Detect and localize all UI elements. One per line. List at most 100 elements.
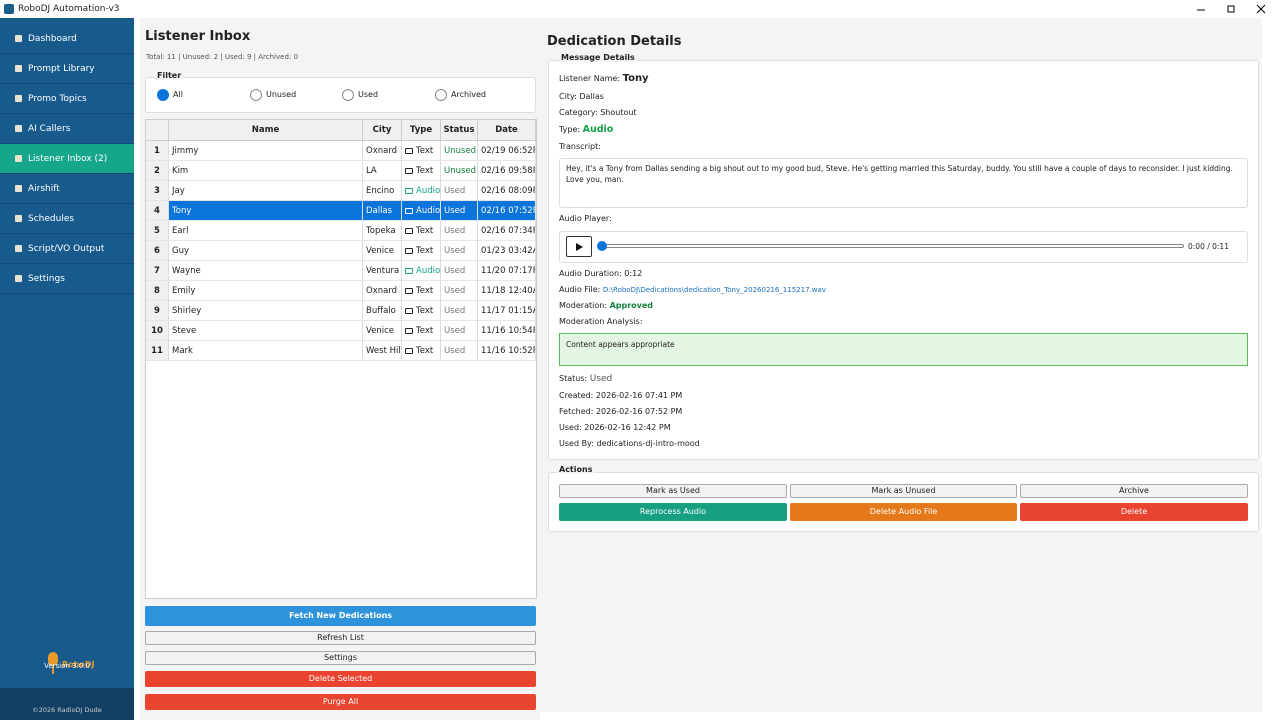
status-cell: Used (441, 221, 478, 241)
status-text: Used (444, 286, 466, 296)
nav-item[interactable]: Settings (0, 264, 134, 294)
status-text: Used (444, 346, 466, 356)
maximize-button[interactable] (1226, 4, 1236, 14)
radio-button[interactable] (342, 89, 354, 101)
actions-card (548, 472, 1259, 532)
delete-audio-button[interactable]: Delete Audio File (790, 503, 1017, 521)
num-cell: 8 (146, 281, 169, 301)
nav-item[interactable]: Script/VO Output (0, 234, 134, 264)
radio-button[interactable] (250, 89, 262, 101)
num-text: 3 (154, 186, 160, 196)
transcript-box: Hey, it's a Tony from Dallas sending a b… (559, 158, 1248, 208)
type-cell: Audio (402, 261, 441, 281)
archive-button[interactable]: Archive (1020, 484, 1248, 498)
num-text: 9 (154, 306, 160, 316)
radio-label[interactable]: Unused (266, 90, 297, 99)
city-cell: Oxnard (363, 281, 402, 301)
seek-bar[interactable] (599, 244, 1184, 248)
type-text: Text (416, 326, 434, 336)
nav-item[interactable]: AI Callers (0, 114, 134, 144)
status-text: Used (444, 246, 466, 256)
date-cell: 11/17 01:15AM (478, 301, 536, 321)
name-text: Jay (172, 186, 185, 196)
city-cell: Topeka (363, 221, 402, 241)
header-cell: City (363, 120, 402, 141)
radio-button[interactable] (435, 89, 447, 101)
reprocess-button[interactable]: Reprocess Audio (559, 503, 787, 521)
field-label: Audio File: (559, 285, 601, 294)
status-cell: Used (441, 181, 478, 201)
table-row[interactable]: 6 Guy Venice Text Used 01/23 03:42AM (146, 241, 536, 261)
nav-item[interactable]: Airshift (0, 174, 134, 204)
table-row[interactable]: 10 Steve Venice Text Used 11/16 10:54PM (146, 321, 536, 341)
delete-button[interactable]: Delete (1020, 503, 1248, 521)
table-row[interactable]: 9 Shirley Buffalo Text Used 11/17 01:15AM (146, 301, 536, 321)
field-label: Transcript: (559, 142, 601, 151)
type-text: Text (416, 306, 434, 316)
city-text: Venice (366, 246, 395, 256)
minimize-button[interactable] (1196, 4, 1206, 14)
date-text: 02/16 09:58PM (481, 166, 535, 176)
play-button[interactable] (566, 236, 592, 257)
settings-button[interactable]: Settings (145, 651, 536, 665)
delete-selected-button[interactable]: Delete Selected (145, 671, 536, 687)
refresh-button[interactable]: Refresh List (145, 631, 536, 645)
field-label: Used: (559, 423, 582, 432)
title-bar: RoboDJ Automation-v3 (0, 0, 1280, 18)
nav-item[interactable]: Listener Inbox (2) (0, 144, 134, 174)
name-text: Tony (172, 206, 192, 216)
field-label: Status: (559, 374, 588, 383)
nav-item[interactable]: Promo Topics (0, 84, 134, 114)
nav-item[interactable]: Prompt Library (0, 54, 134, 84)
status-text: Unused (444, 166, 477, 176)
num-text: 8 (154, 286, 160, 296)
mark-unused-button[interactable]: Mark as Unused (790, 484, 1017, 498)
radio-button[interactable] (157, 89, 169, 101)
status-cell: Used (441, 241, 478, 261)
fetch-button[interactable]: Fetch New Dedications (145, 606, 536, 626)
field-label: Audio Player: (559, 214, 612, 223)
field-value: Shoutout (600, 108, 637, 117)
mark-used-button[interactable]: Mark as Used (559, 484, 787, 498)
close-button[interactable] (1256, 4, 1266, 14)
purge-all-button[interactable]: Purge All (145, 694, 536, 710)
radio-label[interactable]: All (173, 90, 183, 99)
name-cell: Kim (169, 161, 363, 181)
num-cell: 6 (146, 241, 169, 261)
field-value: 0:12 (624, 269, 643, 278)
name-cell: Guy (169, 241, 363, 261)
num-cell: 5 (146, 221, 169, 241)
table-row[interactable]: 5 Earl Topeka Text Used 02/16 07:34PM (146, 221, 536, 241)
status-text: Unused (444, 146, 477, 156)
nav-item[interactable]: Dashboard (0, 24, 134, 54)
inbox-table: Name City Type Status Date 1 Jimmy Oxnard Text Un… (145, 119, 537, 599)
status-cell: Used (441, 301, 478, 321)
name-cell: Jay (169, 181, 363, 201)
type-text: Audio (416, 186, 441, 196)
city-cell: LA (363, 161, 402, 181)
table-row[interactable]: 8 Emily Oxnard Text Used 11/18 12:40AM (146, 281, 536, 301)
city-text: Oxnard (366, 286, 398, 296)
radio-label[interactable]: Archived (451, 90, 487, 99)
city-text: LA (366, 166, 377, 176)
section-title: Message Details (559, 53, 637, 62)
field-label: Moderation: (559, 301, 608, 310)
type-icon (405, 168, 413, 174)
nav-item[interactable]: Schedules (0, 204, 134, 234)
name-text: Kim (172, 166, 189, 176)
radio-label[interactable]: Used (358, 90, 379, 99)
num-cell: 7 (146, 261, 169, 281)
name-cell: Shirley (169, 301, 363, 321)
city-cell: Oxnard (363, 141, 402, 161)
status-text: Used (444, 206, 466, 216)
file-link[interactable]: D:\RoboDJ\Dedications\dedication_Tony_20… (602, 286, 826, 294)
seek-handle[interactable] (597, 241, 607, 251)
table-row[interactable]: 2 Kim LA Text Unused 02/16 09:58PM (146, 161, 536, 181)
field-label: Type: (559, 125, 581, 134)
